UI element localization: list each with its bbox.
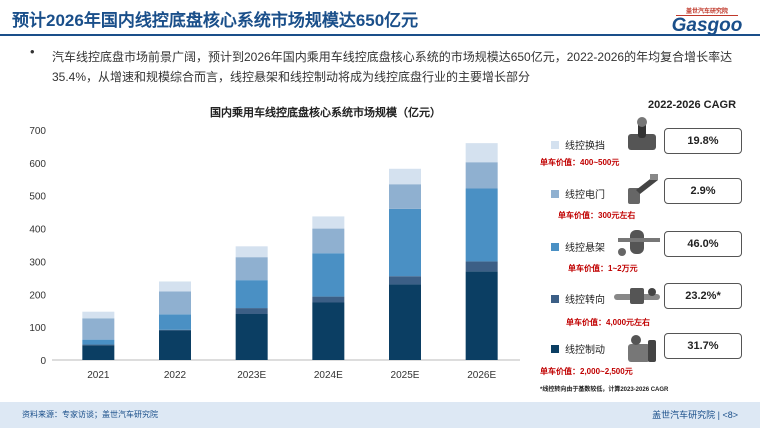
- bar-segment: [235, 257, 268, 281]
- bar-segment: [235, 280, 268, 309]
- cagr-footnote: *线控转向由于基数较低，计算2023-2026 CAGR: [540, 387, 669, 393]
- bar-segment: [235, 246, 268, 258]
- legend-swatch-suspension: [551, 242, 559, 251]
- logo-brand: Gasgoo: [671, 15, 743, 36]
- bar-segment: [82, 345, 115, 360]
- legend-item-steering: 线控转向: [551, 291, 605, 306]
- bar-segment: [312, 216, 345, 229]
- cagr-suspension: 46.0%: [664, 231, 742, 257]
- source-note: 资料来源：专家访谈；盖世汽车研究院: [22, 410, 158, 419]
- bar-segment: [235, 308, 268, 314]
- bar-segment: [389, 208, 421, 277]
- bar-segment: [465, 188, 498, 262]
- y-tick-label: 0: [40, 356, 46, 367]
- brake-unit-image: [628, 335, 656, 362]
- bar-segment: [82, 311, 115, 319]
- gear-shifter-image: [628, 117, 656, 150]
- price-steering: 单车价值：4,000元左右: [566, 318, 651, 327]
- steering-rack-image: [614, 288, 660, 304]
- header-divider: [0, 34, 760, 36]
- y-tick-label: 600: [29, 159, 46, 170]
- bar-segment: [312, 302, 345, 360]
- price-shift: 单车价值：400~500元: [540, 158, 620, 167]
- legend-label-shift: 线控换挡: [565, 141, 605, 152]
- bar-segment: [312, 296, 345, 303]
- price-throttle: 单车价值：300元左右: [558, 211, 636, 220]
- bar-segment: [159, 329, 191, 331]
- logo-top-text: 盖世汽车研究院: [685, 9, 728, 15]
- y-tick-label: 100: [29, 323, 46, 334]
- y-tick-label: 300: [29, 257, 46, 268]
- x-tick-label: 2024E: [314, 370, 343, 381]
- legend-item-throttle: 线控电门: [551, 186, 605, 201]
- legend-item-brake: 线控制动: [551, 341, 605, 356]
- page-number: 盖世汽车研究院 | <8>: [652, 410, 738, 420]
- x-tick-label: 2021: [87, 370, 110, 381]
- summary-text: 汽车线控底盘市场前景广阔，预计到2026年国内乘用车线控底盘核心系统的市场规模达…: [52, 50, 733, 84]
- legend-label-suspension: 线控悬架: [565, 243, 605, 254]
- bar-segment: [159, 281, 191, 292]
- bar-segment: [159, 330, 191, 360]
- cagr-shift: 19.8%: [664, 128, 742, 154]
- legend-swatch-brake: [551, 344, 559, 353]
- legend-swatch-throttle: [551, 189, 559, 198]
- y-tick-label: 700: [29, 126, 46, 137]
- x-tick-label: 2022: [164, 370, 187, 381]
- bar-segment: [389, 184, 421, 209]
- legend-item-shift: 线控换挡: [551, 137, 605, 152]
- page-title: 预计2026年国内线控底盘核心系统市场规模达650亿元: [12, 11, 419, 30]
- cagr-brake: 31.7%: [664, 333, 742, 359]
- gasgoo-logo: 盖世汽车研究院 Gasgoo: [668, 6, 746, 36]
- bar-segment: [312, 228, 345, 254]
- y-tick-label: 500: [29, 192, 46, 203]
- legend-label-throttle: 线控电门: [565, 190, 605, 201]
- cagr-throttle: 2.9%: [664, 178, 742, 204]
- y-tick-label: 400: [29, 225, 46, 236]
- price-brake: 单车价值：2,000~2,500元: [540, 367, 633, 376]
- chart-title: 国内乘用车线控底盘核心系统市场规模（亿元）: [210, 107, 441, 119]
- legend-swatch-shift: [551, 140, 559, 149]
- bar-segment: [159, 291, 191, 315]
- x-tick-label: 2026E: [467, 370, 496, 381]
- air-suspension-image: [618, 230, 660, 256]
- bar-segment: [465, 162, 498, 189]
- cagr-header: 2022-2026 CAGR: [648, 99, 737, 111]
- bar-segment: [82, 344, 115, 346]
- throttle-pedal-image: [628, 174, 658, 204]
- bar-segment: [465, 143, 498, 163]
- legend-label-brake: 线控制动: [565, 345, 605, 356]
- x-tick-label: 2023E: [237, 370, 266, 381]
- price-suspension: 单车价值：1~2万元: [568, 264, 638, 273]
- bar-segment: [82, 339, 115, 345]
- bar-segment: [312, 253, 345, 297]
- bar-segment: [82, 318, 115, 340]
- bar-segment: [389, 168, 421, 185]
- legend-swatch-steering: [551, 294, 559, 303]
- stacked-bar-chart: 0 100 200 300 400 500 600 700 2021 2022 2023E 2024E…: [29, 126, 520, 381]
- bar-segment: [389, 284, 421, 360]
- bar-segment: [389, 276, 421, 285]
- legend-item-suspension: 线控悬架: [551, 239, 605, 254]
- y-tick-label: 200: [29, 290, 46, 301]
- legend-label-steering: 线控转向: [565, 295, 605, 306]
- bullet-icon: •: [30, 44, 35, 59]
- bar-segment: [465, 261, 498, 272]
- footer-bar: [0, 402, 760, 428]
- bar-segment: [235, 314, 268, 360]
- cagr-steering: 23.2%*: [664, 283, 742, 309]
- bar-segment: [465, 271, 498, 360]
- bar-segment: [159, 314, 191, 330]
- logo-line: [676, 15, 738, 16]
- x-tick-label: 2025E: [391, 370, 420, 381]
